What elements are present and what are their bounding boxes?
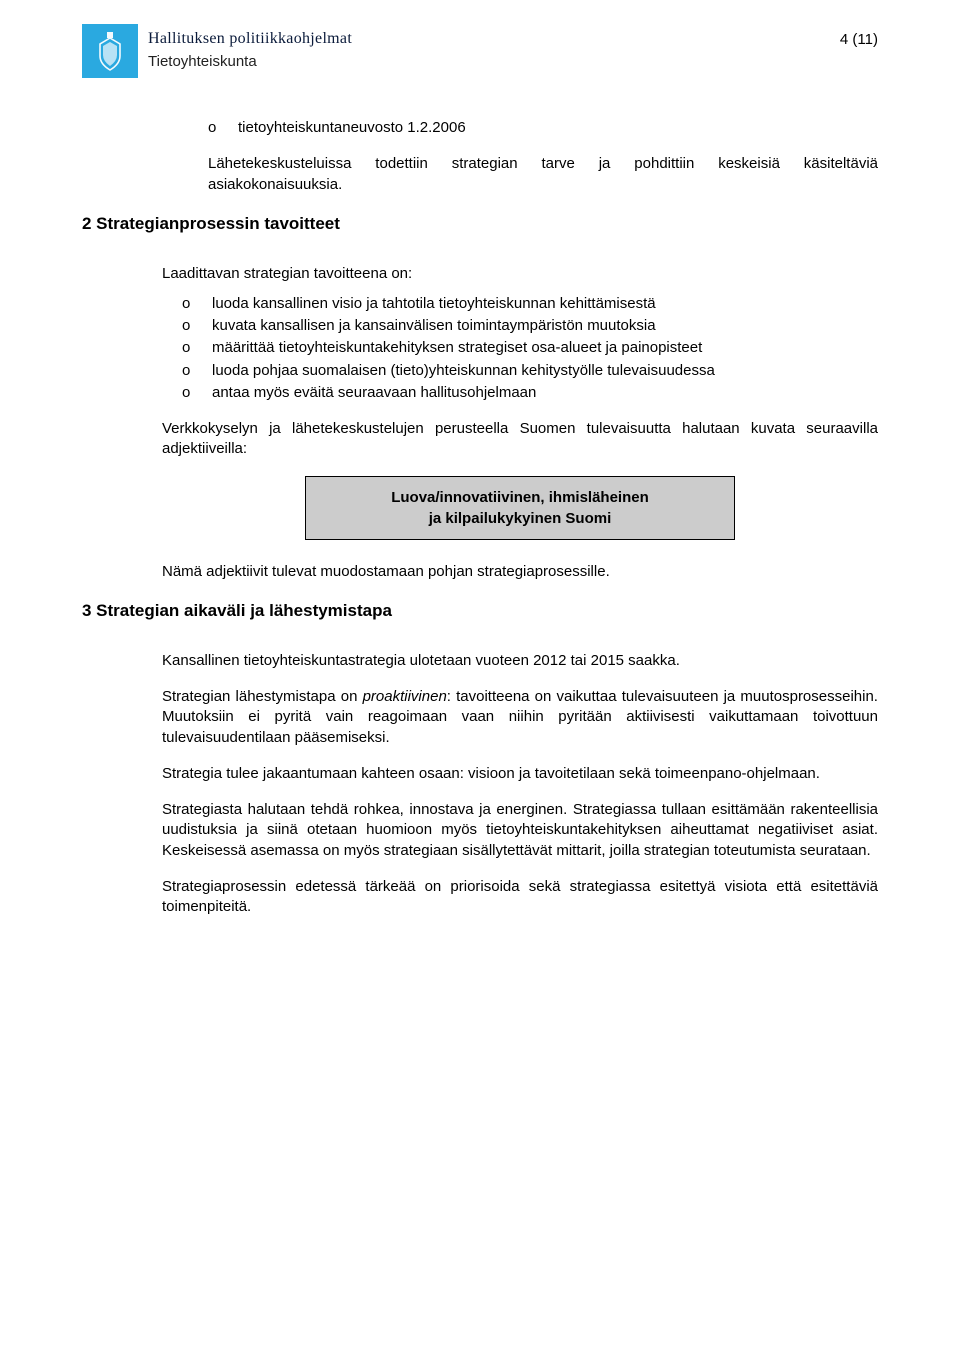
logo-text: Hallituksen politiikkaohjelmat Tietoyhte… (148, 28, 352, 72)
callout-box: Luova/innovatiivinen, ihmisläheinen ja k… (305, 476, 735, 540)
section-3-p2: Strategian lähestymistapa on proaktiivin… (162, 687, 878, 748)
callout-line1: Luova/innovatiivinen, ihmisläheinen (391, 489, 649, 506)
callout-line2: ja kilpailukykyinen Suomi (429, 510, 612, 527)
list-item-label: tietoyhteiskuntaneuvosto 1.2.2006 (238, 119, 466, 136)
logo-emblem (82, 24, 138, 78)
section-2-heading: 2 Strategianprosessin tavoitteet (82, 213, 878, 236)
section-2-para: Verkkokyselyn ja lähetekeskustelujen per… (162, 419, 878, 460)
list-item: kuvata kansallisen ja kansainvälisen toi… (182, 316, 878, 336)
page-header: Hallituksen politiikkaohjelmat Tietoyhte… (82, 24, 878, 78)
list-item: luoda kansallinen visio ja tahtotila tie… (182, 294, 878, 314)
list-item-label: luoda kansallinen visio ja tahtotila tie… (212, 295, 656, 312)
section-3-p5: Strategiaprosessin edetessä tärkeää on p… (162, 877, 878, 918)
list-item-label: antaa myös eväitä seuraavaan hallitusohj… (212, 384, 536, 401)
section-2-bullets: luoda kansallinen visio ja tahtotila tie… (182, 294, 878, 403)
logo-subtitle: Tietoyhteiskunta (148, 52, 352, 72)
list-item-label: kuvata kansallisen ja kansainvälisen toi… (212, 317, 656, 334)
page-number: 4 (11) (840, 30, 878, 50)
section-3-p1: Kansallinen tietoyhteiskuntastrategia ul… (162, 651, 878, 671)
list-item-label: luoda pohjaa suomalaisen (tieto)yhteisku… (212, 362, 715, 379)
section-3-p3: Strategia tulee jakaantumaan kahteen osa… (162, 764, 878, 784)
logo: Hallituksen politiikkaohjelmat Tietoyhte… (82, 24, 352, 78)
coat-of-arms-icon (90, 30, 130, 72)
list-item: antaa myös eväitä seuraavaan hallitusohj… (182, 383, 878, 403)
top-continuation: tietoyhteiskuntaneuvosto 1.2.2006 Lähete… (208, 118, 878, 195)
list-item: tietoyhteiskuntaneuvosto 1.2.2006 (208, 118, 878, 138)
list-item: määrittää tietoyhteiskuntakehityksen str… (182, 338, 878, 358)
p2-pre: Strategian lähestymistapa on (162, 688, 363, 705)
section-3-p4: Strategiasta halutaan tehdä rohkea, inno… (162, 800, 878, 861)
section-2-intro: Laadittavan strategian tavoitteena on: (162, 264, 878, 284)
logo-title: Hallituksen politiikkaohjelmat (148, 28, 352, 50)
section-2-body: Laadittavan strategian tavoitteena on: l… (162, 264, 878, 582)
top-paragraph: Lähetekeskusteluissa todettiin strategia… (208, 154, 878, 195)
top-bullet-list: tietoyhteiskuntaneuvosto 1.2.2006 (208, 118, 878, 138)
p2-italic: proaktiivinen (363, 688, 447, 705)
section-2-final: Nämä adjektiivit tulevat muodostamaan po… (162, 562, 878, 582)
section-3-heading: 3 Strategian aikaväli ja lähestymistapa (82, 600, 878, 623)
list-item-label: määrittää tietoyhteiskuntakehityksen str… (212, 339, 702, 356)
section-3-body: Kansallinen tietoyhteiskuntastrategia ul… (162, 651, 878, 918)
list-item: luoda pohjaa suomalaisen (tieto)yhteisku… (182, 361, 878, 381)
